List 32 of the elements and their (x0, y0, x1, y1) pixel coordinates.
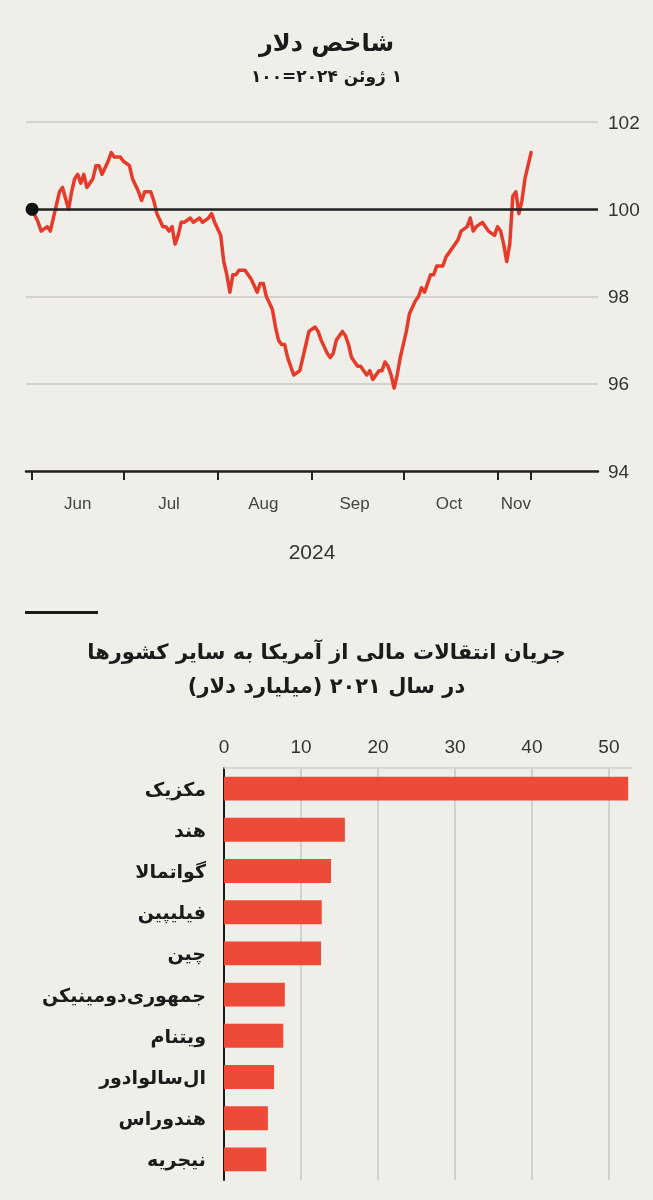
y-tick-label: ویتنام (150, 1024, 206, 1048)
y-tick-label: 102 (608, 111, 640, 133)
y-tick-label: گواتمالا (135, 860, 207, 883)
y-tick-label: 94 (608, 460, 630, 482)
y-tick-label: مکزیک (144, 777, 206, 801)
y-tick-label: ال‌سالوادور (98, 1066, 206, 1089)
bar (224, 941, 321, 966)
y-tick-label: هند (174, 818, 206, 841)
bar (224, 859, 331, 883)
bar (224, 982, 285, 1007)
bar (224, 817, 345, 842)
y-tick-label: جمهوری‌دومینیکن (42, 983, 206, 1007)
x-tick-label: 0 (218, 736, 230, 757)
x-tick-label: 40 (521, 736, 543, 757)
chart-title: جریان انتقالات مالی از آمریکا به سایر کشورها در سال ۲۰۲۱ (میلیارد دلار) (86, 638, 567, 700)
x-tick-label: 10 (290, 736, 312, 757)
x-tick-label: 20 (367, 736, 389, 757)
bar (224, 776, 629, 801)
bar (224, 1106, 268, 1131)
bar (224, 900, 322, 925)
y-tick-label: چین (167, 942, 206, 966)
x-tick-label: 50 (598, 736, 620, 757)
bar (224, 1147, 267, 1172)
y-tick-label: هندوراس (118, 1107, 206, 1131)
bar (224, 1023, 284, 1048)
bar (224, 1065, 275, 1089)
y-tick-label: نیجریه (146, 1148, 206, 1172)
y-tick-label: 100 (608, 198, 640, 220)
y-tick-label: فیلیپین (137, 901, 206, 925)
x-tick-label: 30 (444, 736, 466, 757)
y-tick-label: 96 (608, 373, 630, 395)
y-tick-label: 98 (608, 286, 630, 307)
